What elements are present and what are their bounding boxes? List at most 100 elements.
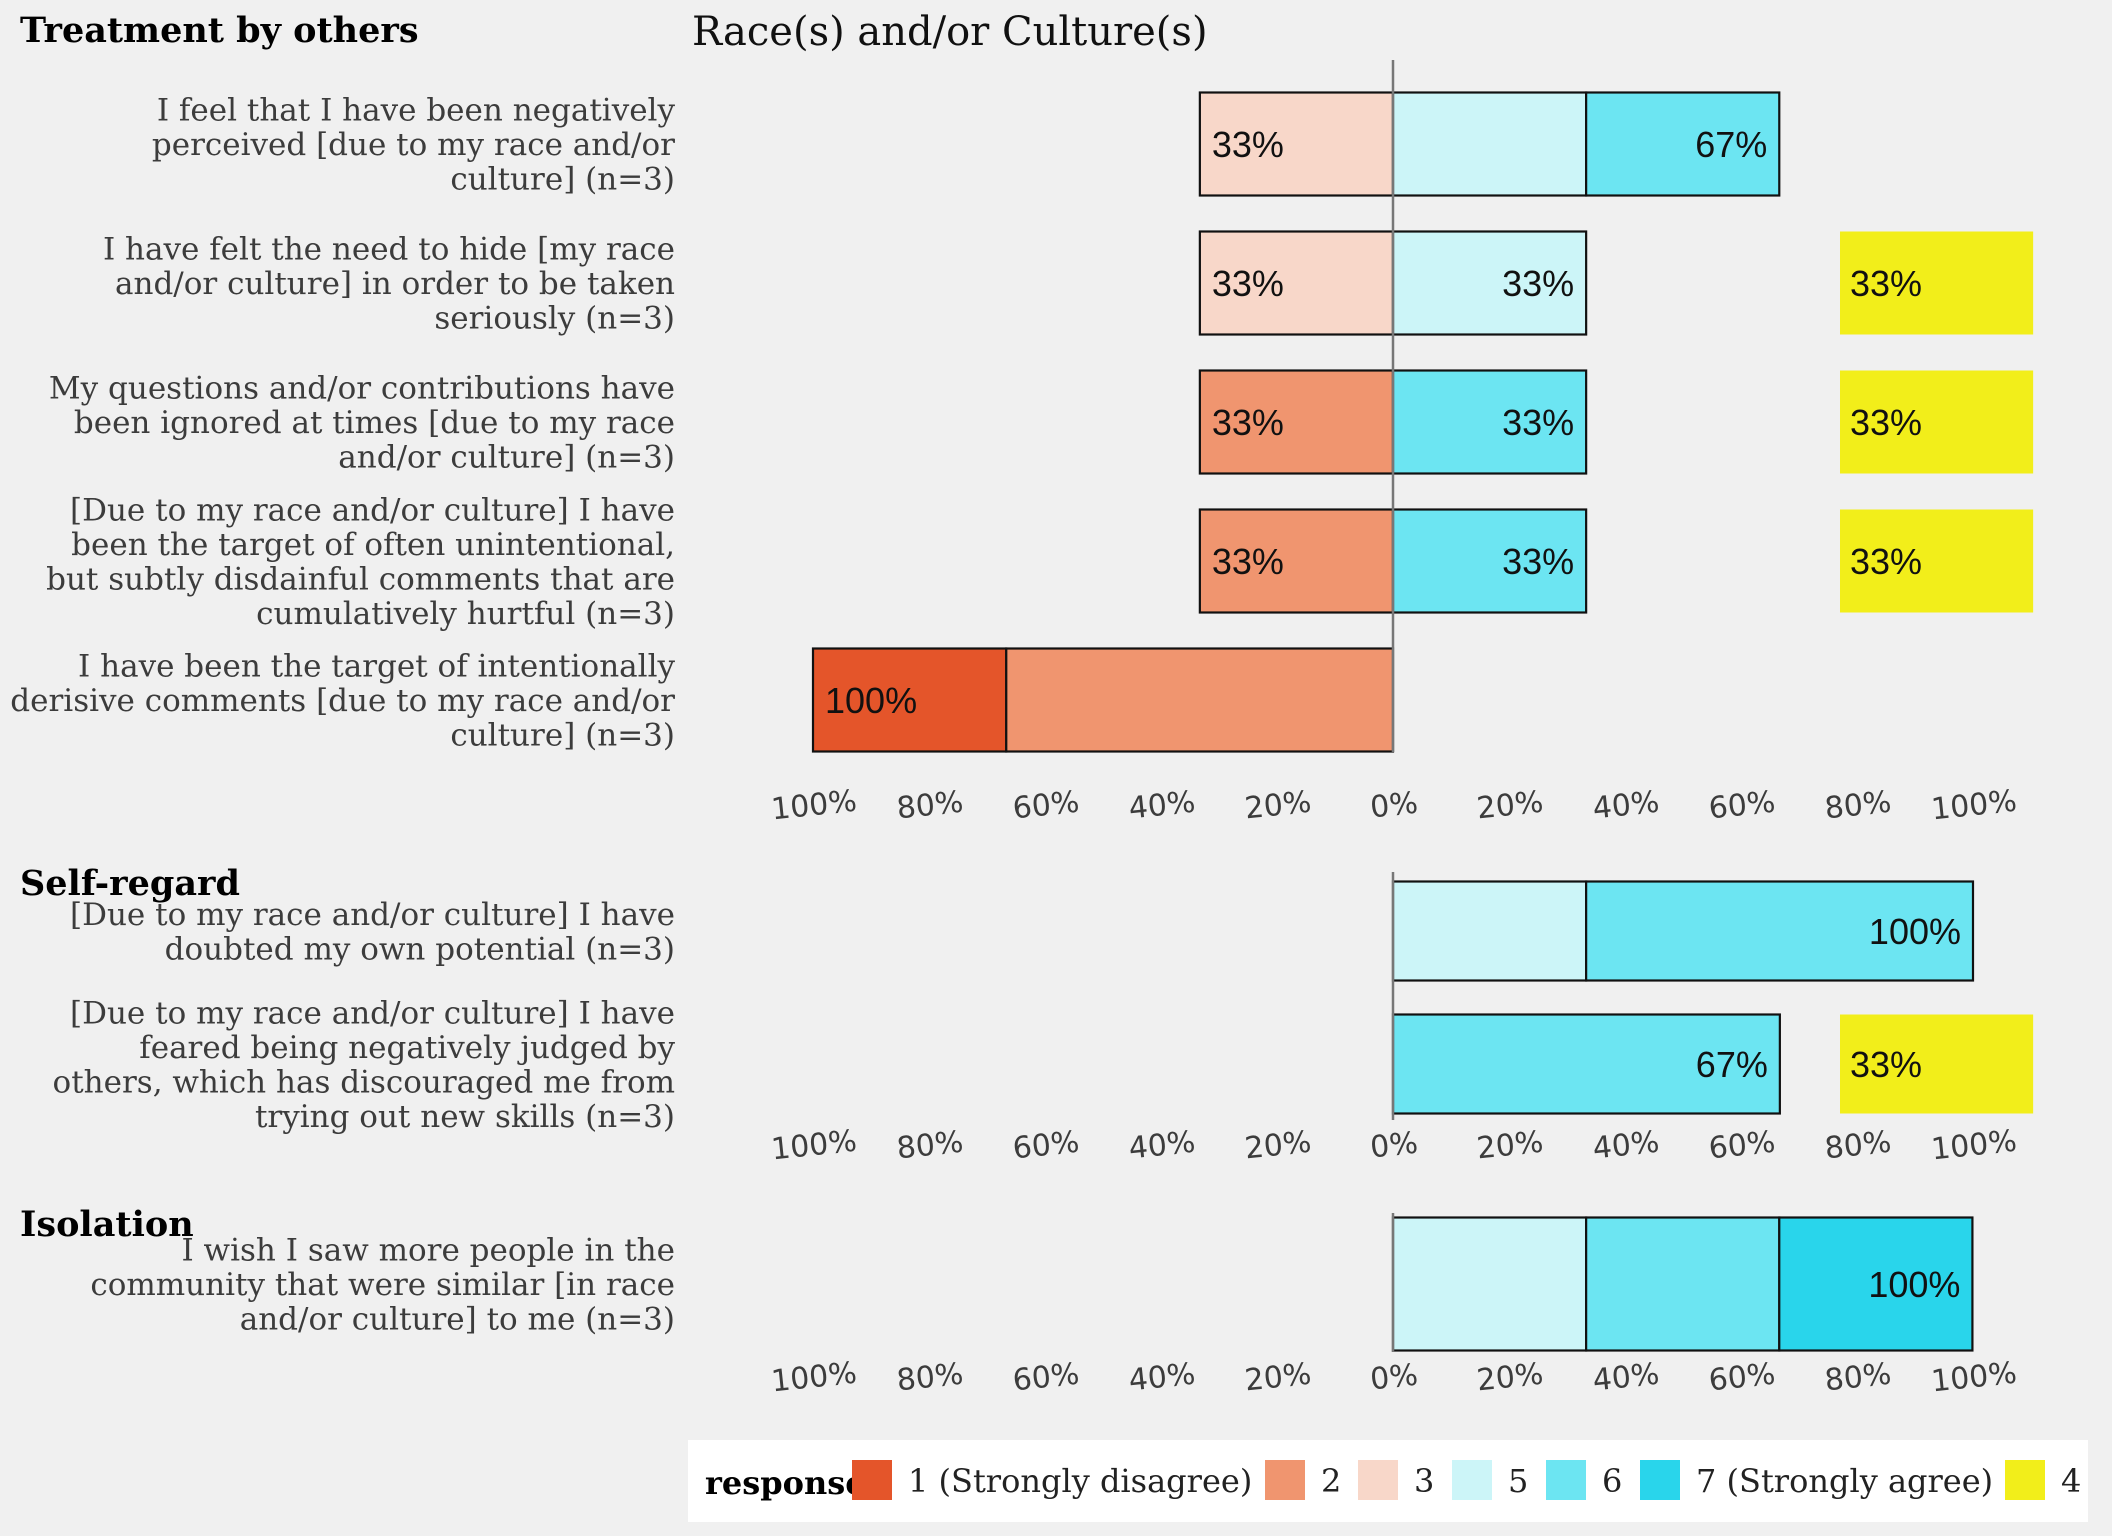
x-tick-label: 80% [895, 1125, 965, 1167]
plot-area: Treatment by others I feel that I have be… [10, 10, 2034, 1400]
label-neutral: 33% [1850, 541, 1922, 582]
bar-segment-5 [1391, 1216, 1588, 1352]
label-disagree: 33% [1212, 124, 1284, 165]
bar-segment-2 [1198, 369, 1395, 475]
x-tick-label: 60% [1011, 1357, 1081, 1399]
bar-segment-4 [1840, 370, 2034, 474]
question-label-line: culture] (n=3) [450, 162, 675, 198]
x-tick-label: 60% [1011, 785, 1081, 827]
legend-label: 2 [1321, 1462, 1341, 1500]
legend-label: 1 (Strongly disagree) [908, 1462, 1252, 1500]
group-header: Isolation [20, 1204, 194, 1245]
x-tick-label: 40% [1591, 785, 1661, 827]
label-neutral: 33% [1850, 263, 1922, 304]
bar-segment-7 [1778, 1216, 1974, 1352]
question-label-line: My questions and/or contributions have [49, 371, 675, 407]
x-tick-label: 60% [1707, 1125, 1777, 1167]
bar-segment-2 [1198, 508, 1395, 614]
label-agree: 33% [1502, 541, 1574, 582]
question-label-line: I have felt the need to hide [my race [103, 232, 675, 268]
x-tick-label: 20% [1243, 1357, 1313, 1399]
legend: response 1 (Strongly disagree) 2 3 5 6 7 (Stro… [688, 1440, 2088, 1522]
label-disagree: 33% [1212, 541, 1284, 582]
bar-segment-6 [1585, 880, 1975, 982]
legend-label: 3 [1414, 1462, 1434, 1500]
question-label-line: and/or culture] to me (n=3) [240, 1302, 675, 1338]
legend-swatch [1452, 1460, 1492, 1500]
bar-segment-4 [1840, 1014, 2034, 1114]
x-tick-label: 40% [1127, 1357, 1197, 1399]
question-label-line: [Due to my race and/or culture] I have [70, 995, 675, 1031]
legend-label: 4 [2061, 1462, 2081, 1500]
x-tick-label: 80% [895, 1357, 965, 1399]
bar-segment-3 [1198, 91, 1395, 197]
question-label-line: derisive comments [due to my race and/or [10, 683, 675, 719]
x-tick-label: 40% [1127, 785, 1197, 827]
bar-segment-6 [1585, 1216, 1781, 1352]
question-label-line: trying out new skills (n=3) [255, 1099, 675, 1135]
question-label-line: community that were similar [in race [90, 1267, 675, 1303]
bar-segment-2 [1005, 647, 1395, 753]
x-tick-label: 20% [1475, 785, 1545, 827]
label-agree: 67% [1696, 1044, 1768, 1085]
x-tick-label: 100% [1930, 784, 2019, 828]
legend-swatch [1265, 1460, 1305, 1500]
legend-swatch [2005, 1460, 2045, 1500]
x-tick-label: 20% [1243, 1125, 1313, 1167]
question-label-line: but subtly disdainful comments that are [46, 561, 675, 597]
legend-swatch [1546, 1460, 1586, 1500]
question-label-line: feared being negatively judged by [139, 1030, 675, 1066]
question-label-line: doubted my own potential (n=3) [165, 931, 675, 967]
x-tick-label: 100% [770, 1356, 859, 1400]
label-neutral: 33% [1850, 402, 1922, 443]
label-agree: 33% [1502, 402, 1574, 443]
group-header: Treatment by others [20, 10, 419, 51]
legend-label: 7 (Strongly agree) [1696, 1462, 1993, 1500]
label-disagree: 33% [1212, 263, 1284, 304]
x-tick-label: 0% [1369, 786, 1420, 826]
question-label-line: [Due to my race and/or culture] I have [70, 897, 675, 933]
bar-segment-6 [1391, 1013, 1781, 1115]
bar-segment-1 [811, 647, 1008, 753]
label-disagree: 100% [825, 680, 917, 721]
question-label-line: cumulatively hurtful (n=3) [256, 596, 675, 632]
bar-segment-5 [1391, 91, 1588, 197]
label-agree: 67% [1695, 124, 1767, 165]
bar-segment-5 [1391, 230, 1588, 336]
bar-segment-4 [1840, 509, 2034, 613]
legend-label: 5 [1508, 1462, 1528, 1500]
question-label-line: I feel that I have been negatively [157, 93, 676, 129]
label-disagree: 33% [1212, 402, 1284, 443]
x-tick-label: 60% [1707, 785, 1777, 827]
x-tick-label: 100% [770, 784, 859, 828]
x-tick-label: 80% [1823, 785, 1893, 827]
bar-segment-6 [1585, 91, 1781, 197]
x-tick-label: 60% [1011, 1125, 1081, 1167]
question-label-line: others, which has discouraged me from [53, 1064, 675, 1100]
bar-segment-5 [1391, 880, 1588, 982]
question-label-line: been the target of often unintentional, [71, 527, 675, 563]
legend-label: 6 [1602, 1462, 1622, 1500]
legend-swatch [1640, 1460, 1680, 1500]
x-tick-label: 100% [770, 1124, 859, 1168]
x-tick-label: 60% [1707, 1357, 1777, 1399]
x-tick-label: 0% [1369, 1358, 1420, 1398]
bar-segment-6 [1391, 508, 1588, 614]
chart-title: Race(s) and/or Culture(s) [692, 9, 1208, 55]
x-tick-label: 20% [1475, 1357, 1545, 1399]
x-tick-label: 100% [1930, 1356, 2019, 1400]
group-header: Self-regard [20, 863, 240, 904]
x-tick-label: 100% [1930, 1124, 2019, 1168]
question-label-line: and/or culture] (n=3) [338, 440, 675, 476]
x-tick-label: 40% [1591, 1357, 1661, 1399]
x-tick-label: 0% [1369, 1126, 1420, 1166]
question-label-line: culture] (n=3) [450, 718, 675, 754]
x-tick-label: 80% [895, 785, 965, 827]
x-tick-label: 40% [1127, 1125, 1197, 1167]
bar-segment-6 [1391, 369, 1588, 475]
x-tick-label: 80% [1823, 1357, 1893, 1399]
label-agree: 33% [1502, 263, 1574, 304]
x-tick-label: 40% [1591, 1125, 1661, 1167]
question-label-line: [Due to my race and/or culture] I have [70, 492, 675, 528]
